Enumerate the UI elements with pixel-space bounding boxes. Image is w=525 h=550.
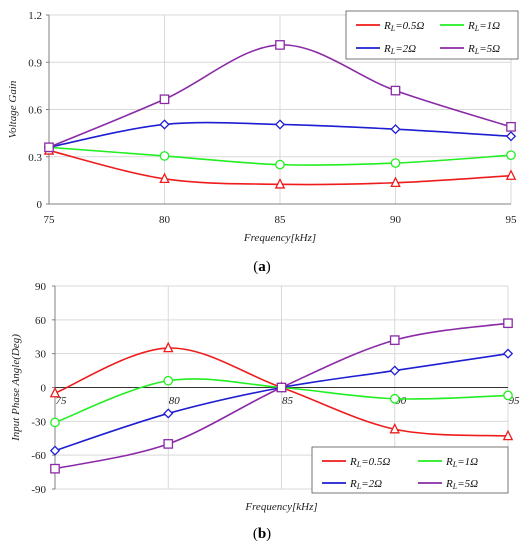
series-4 [44, 40, 516, 153]
legend-label: RL=1Ω [445, 456, 478, 469]
x-tick-label: 85 [275, 214, 287, 226]
data-point [389, 422, 401, 434]
data-point [389, 393, 400, 404]
data-point [163, 375, 174, 386]
legend-box [311, 446, 509, 494]
legend-entry: RL=1Ω [440, 20, 500, 33]
x-tick-label: 80 [159, 214, 171, 226]
data-point [389, 365, 400, 376]
chart-input-phase-angle: -90 -60 -30 0 30 60 90 75 80 85 90 95 Frequency[kHz]… [10, 281, 520, 542]
x-axis-label: Frequency[kHz] [244, 501, 317, 513]
data-point [163, 408, 174, 419]
data-point [390, 124, 401, 135]
data-point [50, 417, 60, 428]
y-tick-label: 0.3 [28, 152, 42, 164]
data-point [162, 341, 174, 353]
data-point [389, 335, 400, 345]
legend: RL=0.5Ω RL=1Ω RL=2Ω RL=5Ω [311, 446, 509, 494]
data-point [159, 172, 170, 184]
x-tick-label: 90 [395, 395, 407, 407]
figure-caption: (b) [253, 526, 271, 542]
legend-label: RL=1Ω [467, 20, 500, 33]
y-axis-label: Input Phase Angle(Deg) [10, 334, 22, 442]
data-point [506, 150, 516, 161]
x-tick-label: 75 [44, 214, 56, 226]
data-point [159, 119, 170, 130]
series-4 [50, 318, 513, 474]
y-tick-label: 60 [35, 315, 47, 327]
legend-entry: RL=5Ω [440, 43, 500, 56]
y-tick-label: 1.2 [28, 10, 42, 22]
legend-entry: RL=5Ω [418, 478, 478, 491]
data-point [159, 94, 170, 105]
data-point [506, 121, 516, 132]
data-point [44, 142, 54, 153]
y-tick-label: 0 [37, 199, 43, 211]
data-point [503, 318, 513, 329]
data-point [505, 169, 517, 180]
x-tick-label: 95 [509, 395, 521, 407]
legend-label: RL=2Ω [349, 478, 382, 491]
x-tick-label: 85 [282, 395, 294, 407]
y-tick-label: 90 [35, 281, 47, 293]
legend-label: RL=5Ω [445, 478, 478, 491]
y-tick-label: 0 [41, 383, 47, 395]
legend-entry: RL=0.5Ω [356, 20, 424, 33]
data-point [274, 178, 286, 189]
x-tick-label: 90 [390, 214, 402, 226]
data-point [276, 382, 287, 393]
x-axis-label: Frequency[kHz] [243, 232, 316, 244]
legend-label: RL=5Ω [467, 43, 500, 56]
x-tick-label: 75 [56, 395, 68, 407]
legend-label: RL=0.5Ω [383, 20, 424, 33]
data-point [159, 151, 170, 161]
y-tick-label: -30 [31, 416, 46, 428]
data-point [390, 176, 401, 187]
data-point [390, 158, 401, 168]
data-point [274, 119, 286, 130]
legend-entry: RL=0.5Ω [322, 456, 390, 469]
legend-entry: RL=1Ω [418, 456, 478, 469]
legend-label: RL=0.5Ω [349, 456, 390, 469]
data-point [505, 131, 517, 142]
x-tick-label: 95 [506, 214, 518, 226]
y-tick-label: 30 [35, 349, 47, 361]
y-tick-label: -90 [31, 484, 46, 496]
data-point [50, 463, 60, 474]
chart-voltage-gain: 0 0.3 0.6 0.9 1.2 75 80 85 90 95 Frequency[kHz] Vol… [7, 10, 519, 275]
data-point [502, 429, 514, 441]
legend-label: RL=2Ω [383, 43, 416, 56]
legend-entry: RL=2Ω [322, 478, 382, 491]
data-point [49, 386, 61, 398]
data-point [275, 40, 285, 50]
data-point [163, 439, 174, 449]
data-point [275, 159, 285, 170]
y-axis-label: Voltage Gain [7, 80, 19, 138]
y-tick-label: 0.9 [28, 57, 42, 69]
data-point [503, 390, 513, 401]
data-point [390, 85, 401, 96]
legend-entry: RL=2Ω [356, 43, 416, 56]
data-point [49, 445, 61, 456]
x-tick-label: 80 [169, 395, 181, 407]
y-tick-label: 0.6 [28, 105, 42, 117]
legend-box [345, 10, 519, 60]
y-tick-label: -60 [31, 450, 46, 462]
data-point [502, 348, 514, 359]
legend: RL=0.5Ω RL=1Ω RL=2Ω RL=5Ω [345, 10, 519, 60]
figure-caption: (a) [253, 259, 271, 275]
